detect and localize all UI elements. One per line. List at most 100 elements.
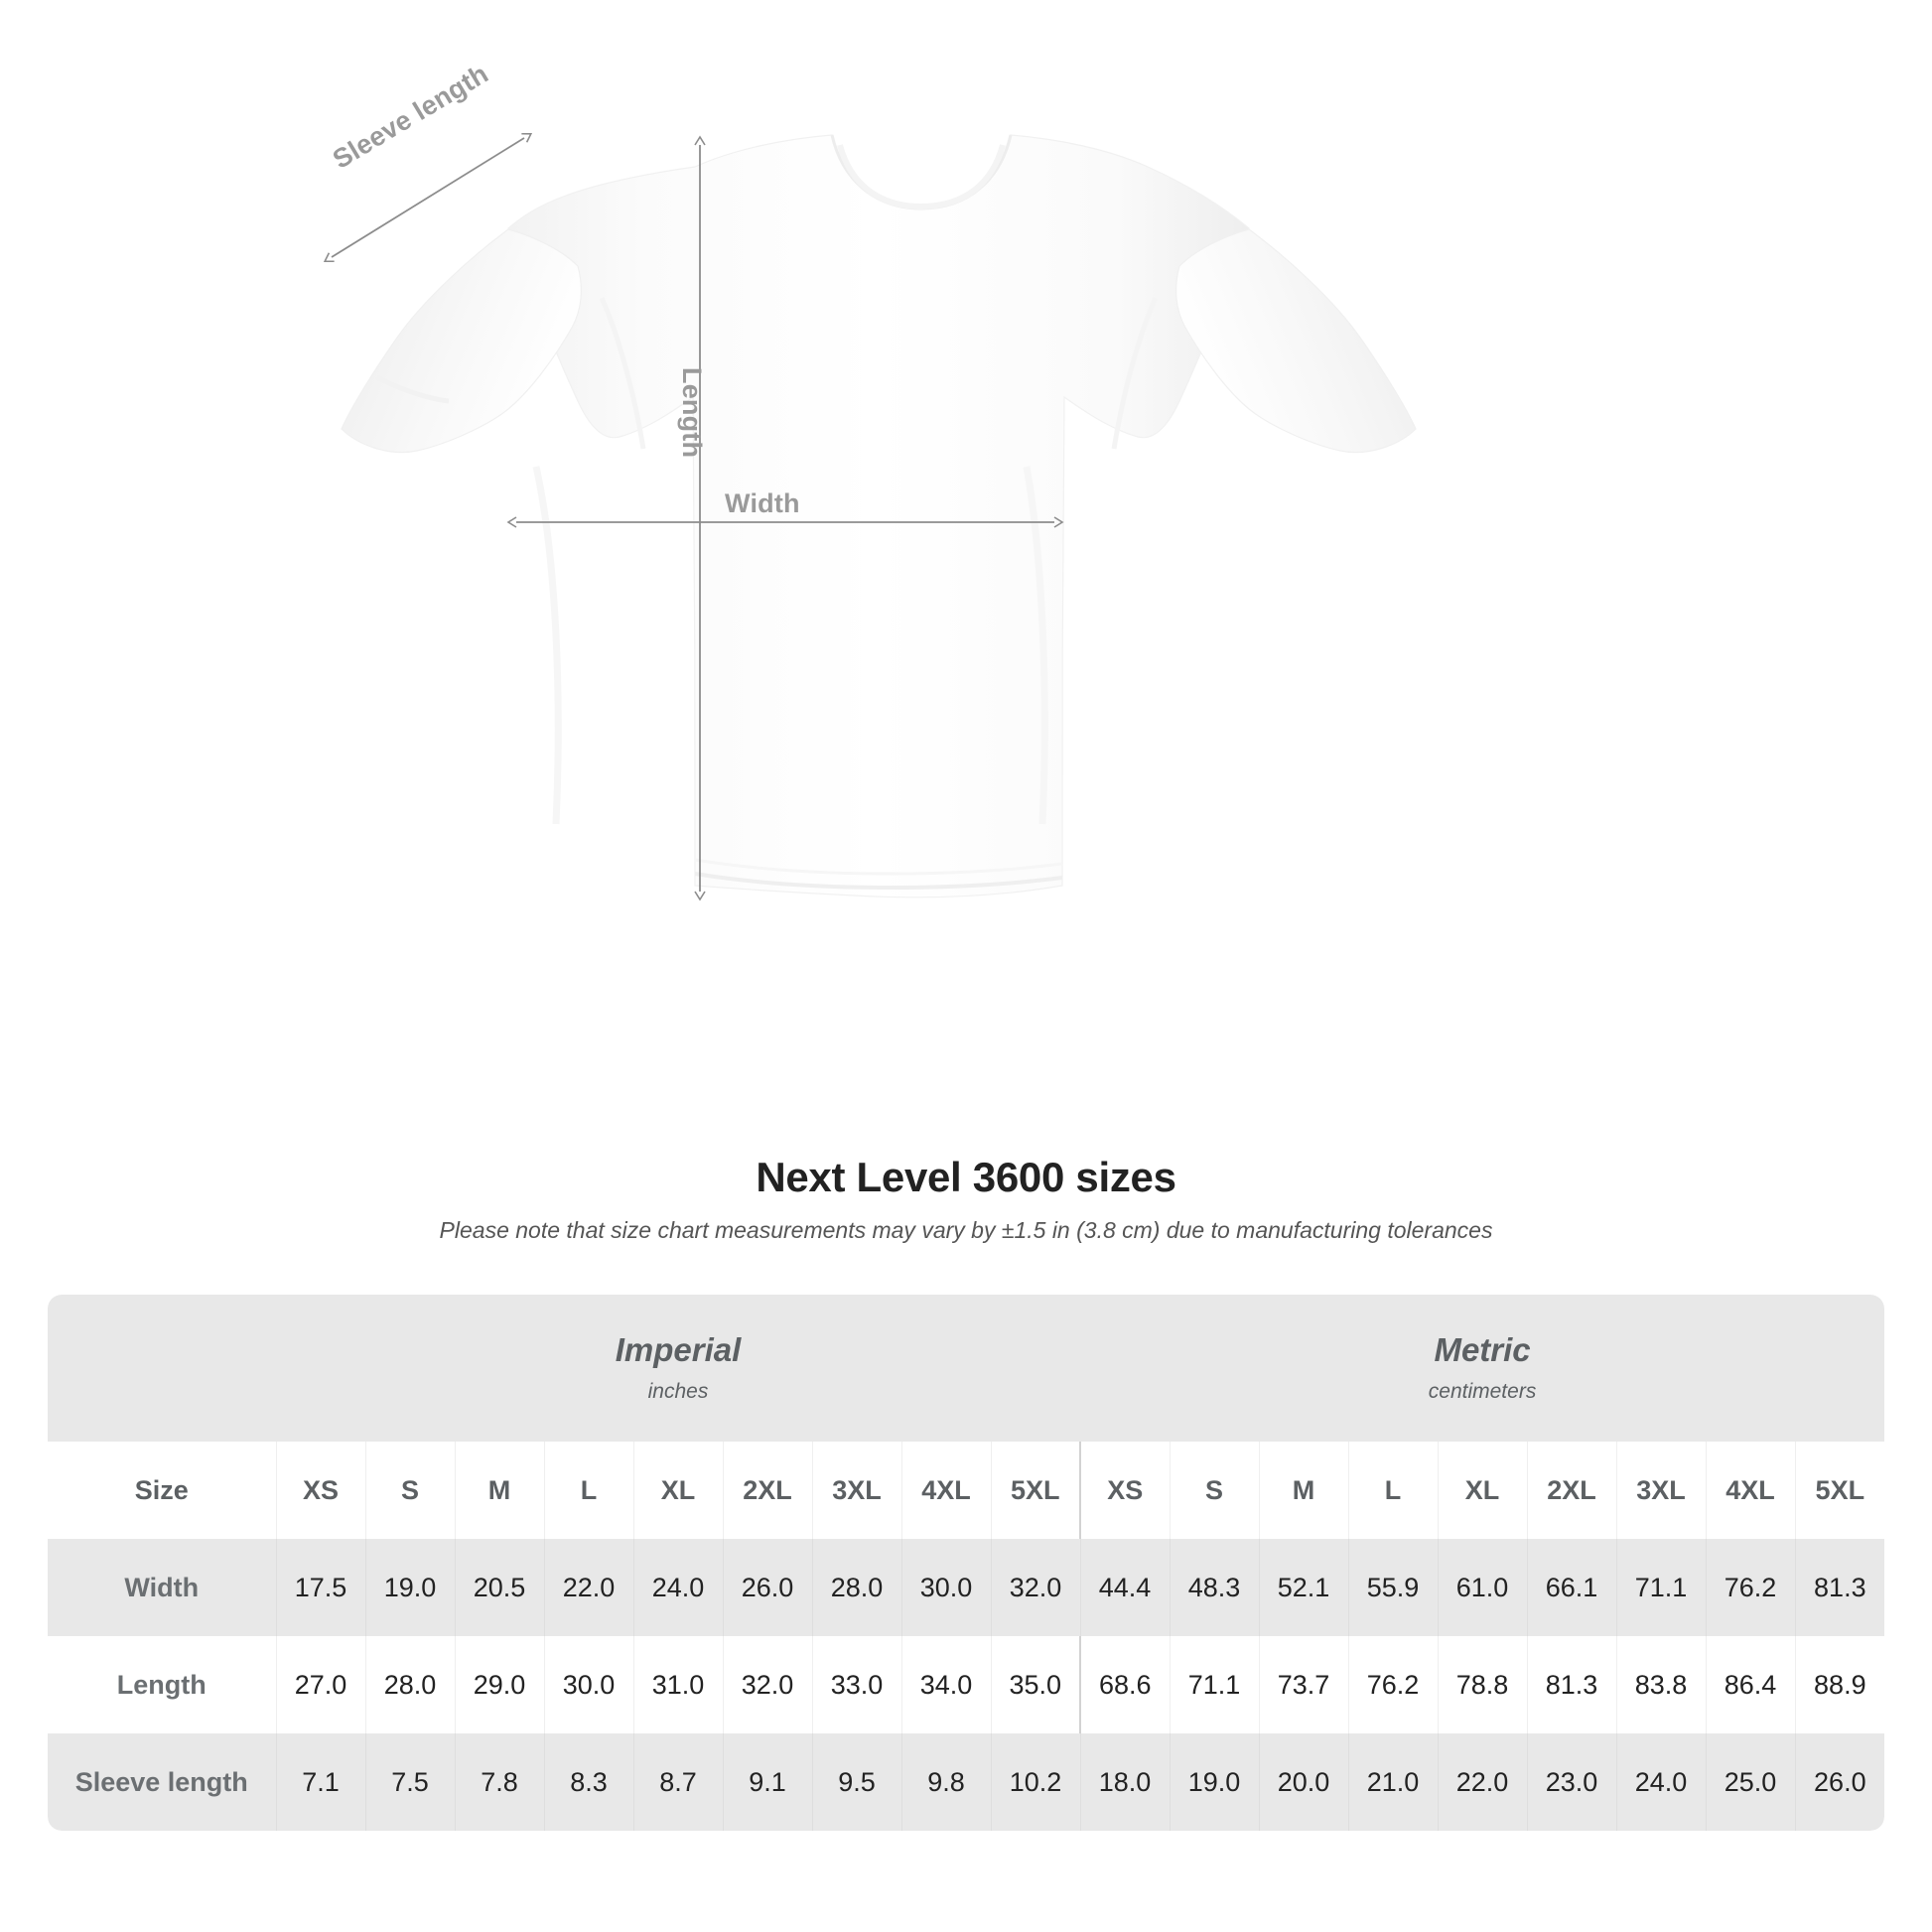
cell-sleeve-length-imperial-3xl: 9.5 xyxy=(811,1733,901,1831)
cell-width-metric-s: 48.3 xyxy=(1169,1539,1259,1636)
unit-group-metric: Metric centimeters xyxy=(1080,1295,1885,1442)
cell-width-metric-xl: 61.0 xyxy=(1437,1539,1527,1636)
cell-sleeve-length-imperial-2xl: 9.1 xyxy=(722,1733,812,1831)
cell-length-metric-4xl: 86.4 xyxy=(1705,1636,1795,1733)
cell-width-imperial-m: 20.5 xyxy=(454,1539,544,1636)
title-block: Next Level 3600 sizes Please note that s… xyxy=(0,1154,1932,1244)
cell-length-imperial-3xl: 33.0 xyxy=(811,1636,901,1733)
cell-sleeve-length-imperial-5xl: 10.2 xyxy=(990,1733,1080,1831)
cell-width-metric-4xl: 76.2 xyxy=(1705,1539,1795,1636)
cell-sleeve-length-metric-3xl: 24.0 xyxy=(1615,1733,1706,1831)
size-chart-table-container: Imperial inches Metric centimeters Size XS S M L… xyxy=(48,1295,1885,1831)
column-header-metric-xl: XL xyxy=(1437,1442,1527,1539)
cell-width-metric-l: 55.9 xyxy=(1347,1539,1438,1636)
column-header-imperial-xl: XL xyxy=(632,1442,723,1539)
cell-length-imperial-s: 28.0 xyxy=(364,1636,455,1733)
cell-width-imperial-3xl: 28.0 xyxy=(811,1539,901,1636)
column-header-metric-4xl: 4XL xyxy=(1705,1442,1795,1539)
unit-row-spacer xyxy=(48,1295,276,1442)
cell-length-imperial-xs: 27.0 xyxy=(275,1636,365,1733)
cell-length-imperial-5xl: 35.0 xyxy=(990,1636,1080,1733)
unit-group-title-metric: Metric xyxy=(1434,1330,1531,1368)
cell-width-imperial-xs: 17.5 xyxy=(275,1539,365,1636)
cell-sleeve-length-imperial-4xl: 9.8 xyxy=(900,1733,991,1831)
column-header-imperial-2xl: 2XL xyxy=(722,1442,812,1539)
cell-sleeve-length-imperial-xs: 7.1 xyxy=(275,1733,365,1831)
cell-sleeve-length-metric-xl: 22.0 xyxy=(1437,1733,1527,1831)
cell-width-metric-3xl: 71.1 xyxy=(1615,1539,1706,1636)
size-header-row: Size XS S M L XL 2XL 3XL 4XL 5XL XS S M L XL 2XL 3XL 4XL 5… xyxy=(48,1442,1885,1539)
column-header-metric-5xl: 5XL xyxy=(1794,1442,1885,1539)
cell-sleeve-length-imperial-s: 7.5 xyxy=(364,1733,455,1831)
cell-sleeve-length-metric-5xl: 26.0 xyxy=(1794,1733,1885,1831)
unit-group-title-imperial: Imperial xyxy=(615,1330,742,1368)
cell-width-metric-2xl: 66.1 xyxy=(1526,1539,1616,1636)
cell-width-imperial-2xl: 26.0 xyxy=(722,1539,812,1636)
cell-length-metric-s: 71.1 xyxy=(1169,1636,1259,1733)
unit-header-row: Imperial inches Metric centimeters xyxy=(48,1295,1885,1442)
cell-sleeve-length-metric-4xl: 25.0 xyxy=(1705,1733,1795,1831)
cell-width-imperial-5xl: 32.0 xyxy=(990,1539,1080,1636)
cell-length-metric-5xl: 88.9 xyxy=(1794,1636,1885,1733)
cell-length-metric-l: 76.2 xyxy=(1347,1636,1438,1733)
column-header-metric-s: S xyxy=(1169,1442,1259,1539)
column-header-imperial-m: M xyxy=(454,1442,544,1539)
tshirt-illustration xyxy=(323,132,1417,901)
unit-group-subtitle-imperial: inches xyxy=(647,1380,709,1404)
row-header-width: Width xyxy=(48,1539,276,1636)
table-row: Width 17.5 19.0 20.5 22.0 24.0 26.0 28.0 30.0 32.… xyxy=(48,1539,1885,1636)
row-header-length: Length xyxy=(48,1636,276,1733)
cell-width-metric-5xl: 81.3 xyxy=(1794,1539,1885,1636)
column-header-metric-m: M xyxy=(1258,1442,1348,1539)
width-label: Width xyxy=(725,488,800,518)
cell-length-imperial-l: 30.0 xyxy=(543,1636,633,1733)
table-row: Length 27.0 28.0 29.0 30.0 31.0 32.0 33.0 34.0 35… xyxy=(48,1636,1885,1733)
cell-sleeve-length-imperial-m: 7.8 xyxy=(454,1733,544,1831)
column-header-imperial-3xl: 3XL xyxy=(811,1442,901,1539)
column-header-metric-2xl: 2XL xyxy=(1526,1442,1616,1539)
tshirt-body-shape xyxy=(341,134,1417,898)
cell-length-imperial-4xl: 34.0 xyxy=(900,1636,991,1733)
cell-sleeve-length-metric-2xl: 23.0 xyxy=(1526,1733,1616,1831)
cell-sleeve-length-metric-s: 19.0 xyxy=(1169,1733,1259,1831)
unit-group-imperial: Imperial inches xyxy=(276,1295,1080,1442)
cell-width-imperial-xl: 24.0 xyxy=(632,1539,723,1636)
column-header-imperial-s: S xyxy=(364,1442,455,1539)
column-header-size: Size xyxy=(48,1442,276,1539)
column-header-metric-l: L xyxy=(1347,1442,1438,1539)
cell-length-metric-2xl: 81.3 xyxy=(1526,1636,1616,1733)
cell-length-metric-m: 73.7 xyxy=(1258,1636,1348,1733)
cell-sleeve-length-metric-xs: 18.0 xyxy=(1079,1733,1170,1831)
length-label: Length xyxy=(677,367,707,459)
cell-length-metric-3xl: 83.8 xyxy=(1615,1636,1706,1733)
cell-width-imperial-s: 19.0 xyxy=(364,1539,455,1636)
cell-width-imperial-l: 22.0 xyxy=(543,1539,633,1636)
column-header-imperial-5xl: 5XL xyxy=(990,1442,1080,1539)
cell-length-imperial-2xl: 32.0 xyxy=(722,1636,812,1733)
cell-sleeve-length-metric-m: 20.0 xyxy=(1258,1733,1348,1831)
garment-diagram: Sleeve length Length Width xyxy=(323,59,1417,901)
cell-length-metric-xl: 78.8 xyxy=(1437,1636,1527,1733)
size-chart-table: Imperial inches Metric centimeters Size XS S M L… xyxy=(48,1295,1885,1831)
row-header-sleeve-length: Sleeve length xyxy=(48,1733,276,1831)
cell-sleeve-length-imperial-xl: 8.7 xyxy=(632,1733,723,1831)
column-header-metric-xs: XS xyxy=(1079,1442,1170,1539)
cell-length-metric-xs: 68.6 xyxy=(1079,1636,1170,1733)
tolerance-note: Please note that size chart measurements… xyxy=(439,1217,1493,1243)
cell-sleeve-length-imperial-l: 8.3 xyxy=(543,1733,633,1831)
cell-sleeve-length-metric-l: 21.0 xyxy=(1347,1733,1438,1831)
table-row: Sleeve length 7.1 7.5 7.8 8.3 8.7 9.1 9.5 9.8 10.… xyxy=(48,1733,1885,1831)
column-header-imperial-4xl: 4XL xyxy=(900,1442,991,1539)
cell-width-metric-m: 52.1 xyxy=(1258,1539,1348,1636)
unit-group-subtitle-metric: centimeters xyxy=(1428,1380,1537,1404)
cell-width-imperial-4xl: 30.0 xyxy=(900,1539,991,1636)
cell-width-metric-xs: 44.4 xyxy=(1079,1539,1170,1636)
cell-length-imperial-m: 29.0 xyxy=(454,1636,544,1733)
sleeve-length-arrow xyxy=(323,132,533,263)
cell-length-imperial-xl: 31.0 xyxy=(632,1636,723,1733)
column-header-imperial-l: L xyxy=(543,1442,633,1539)
column-header-metric-3xl: 3XL xyxy=(1615,1442,1706,1539)
measurement-guides xyxy=(323,132,1064,901)
page-title: Next Level 3600 sizes xyxy=(756,1154,1176,1200)
column-header-imperial-xs: XS xyxy=(275,1442,365,1539)
